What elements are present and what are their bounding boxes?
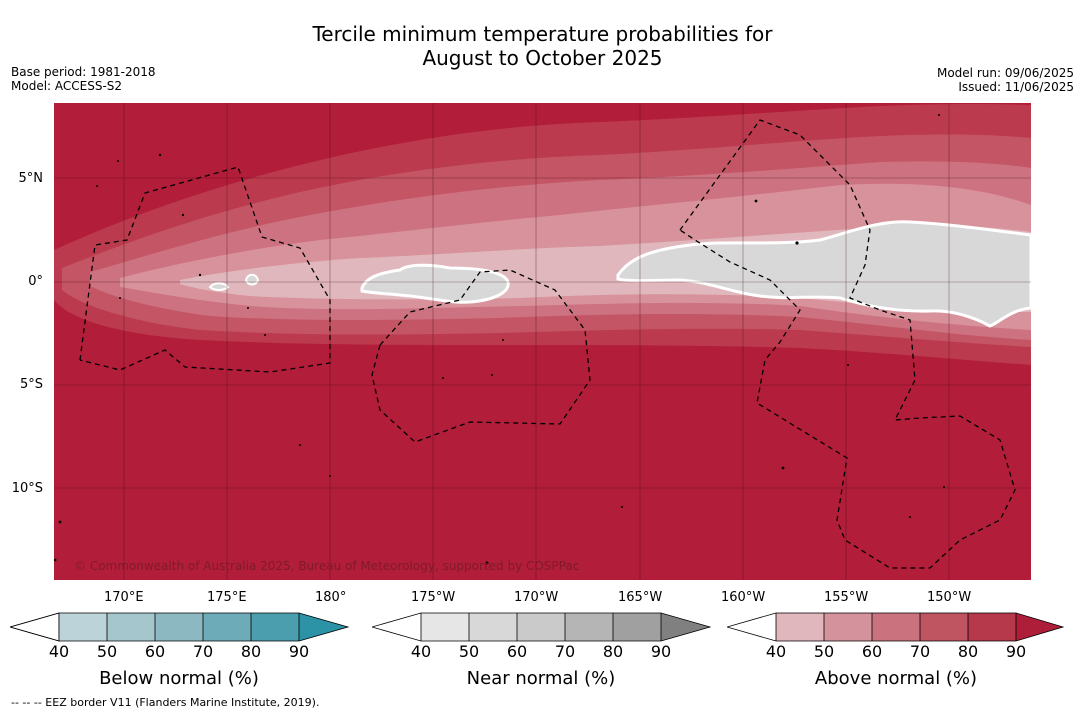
lon-tick-175w: 175°W <box>411 590 456 605</box>
cb-near-extend-low <box>372 613 421 641</box>
cb-below-tick-80: 80 <box>240 642 262 661</box>
eez-borders <box>79 119 1016 569</box>
meta-left: Base period: 1981-2018 Model: ACCESS-S2 <box>11 65 156 93</box>
cb-near-seg-5 <box>613 613 661 641</box>
cb-near-seg-1 <box>421 613 469 641</box>
colorbar-below-normal <box>10 612 350 642</box>
lon-tick-155w: 155°W <box>824 590 869 605</box>
cb-below-extend-low <box>10 612 60 642</box>
cb-above-label: Above normal (%) <box>814 668 978 689</box>
lat-tick-0: 0° <box>28 274 43 289</box>
model-name: Model: ACCESS-S2 <box>11 79 123 93</box>
islands <box>54 114 945 565</box>
cb-above-tick-40: 40 <box>765 642 787 661</box>
cb-above-tick-50: 50 <box>813 642 835 661</box>
lon-tick-175e: 175°E <box>207 590 247 605</box>
cb-below-tick-40: 40 <box>48 642 70 661</box>
cb-below-tick-50: 50 <box>96 642 118 661</box>
lon-tick-180: 180° <box>315 590 347 605</box>
title-line-1: Tercile minimum temperature probabilitie… <box>312 22 773 46</box>
eez-border-kiribati-phoenix <box>371 269 591 443</box>
cb-near-label: Near normal (%) <box>466 668 616 689</box>
cb-near-tick-40: 40 <box>410 642 432 661</box>
cb-below-seg-2 <box>107 613 155 641</box>
cb-above-extend-low <box>727 613 776 641</box>
cb-below-seg-3 <box>155 613 203 641</box>
lon-tick-165w: 165°W <box>618 590 663 605</box>
cb-near-tick-90: 90 <box>650 642 672 661</box>
meta-right: Model run: 09/06/2025 Issued: 11/06/2025 <box>937 66 1074 94</box>
cb-below-tick-70: 70 <box>192 642 214 661</box>
lat-tick-5n: 5°N <box>18 171 44 186</box>
cb-above-tick-90: 90 <box>1005 642 1027 661</box>
cb-near-seg-2 <box>469 613 517 641</box>
cb-near-extend-high <box>661 613 710 641</box>
cb-below-tick-90: 90 <box>288 642 310 661</box>
lon-tick-170w: 170°W <box>514 590 559 605</box>
cb-below-seg-4 <box>203 613 251 641</box>
cb-above-seg-2 <box>824 613 872 641</box>
cb-above-seg-3 <box>872 613 920 641</box>
near-normal-dot-2 <box>244 273 260 286</box>
lon-tick-170e: 170°E <box>104 590 144 605</box>
map-title: Tercile minimum temperature probabilitie… <box>0 22 1085 70</box>
cb-near-tick-70: 70 <box>554 642 576 661</box>
cb-near-tick-60: 60 <box>506 642 528 661</box>
cb-below-label: Below normal (%) <box>99 668 259 689</box>
eez-legend-note: -- -- -- EEZ border V11 (Flanders Marine… <box>11 696 320 709</box>
lat-tick-10s: 10°S <box>11 481 43 496</box>
cb-below-seg-1 <box>59 613 107 641</box>
cb-near-seg-4 <box>565 613 613 641</box>
colorbar-above-normal <box>727 612 1065 642</box>
cb-above-tick-80: 80 <box>957 642 979 661</box>
issued-date: Issued: 11/06/2025 <box>958 80 1074 94</box>
cb-near-tick-50: 50 <box>458 642 480 661</box>
colorbar-near-normal <box>372 612 712 642</box>
eez-border-kiribati-gilbert <box>79 166 331 373</box>
model-run: Model run: 09/06/2025 <box>936 66 1074 80</box>
lon-tick-160w: 160°W <box>721 590 766 605</box>
cb-above-extend-high <box>1016 613 1063 641</box>
base-period: Base period: 1981-2018 <box>11 65 156 79</box>
near-normal-dot-1 <box>208 282 230 291</box>
cb-above-seg-1 <box>776 613 824 641</box>
cb-above-tick-70: 70 <box>909 642 931 661</box>
lon-tick-150w: 150°W <box>927 590 972 605</box>
cb-near-seg-3 <box>517 613 565 641</box>
eez-border-kiribati-line <box>679 119 1016 569</box>
cb-above-seg-5 <box>968 613 1016 641</box>
title-line-2: August to October 2025 <box>422 46 663 70</box>
cb-near-tick-80: 80 <box>602 642 624 661</box>
lat-tick-5s: 5°S <box>19 377 43 392</box>
cb-above-seg-4 <box>920 613 968 641</box>
cb-above-tick-60: 60 <box>861 642 883 661</box>
cb-below-extend-high <box>299 613 348 641</box>
copyright-notice: © Commonwealth of Australia 2025, Bureau… <box>74 559 580 573</box>
probability-field <box>54 103 1031 580</box>
gridlines <box>54 103 1031 580</box>
cb-below-tick-60: 60 <box>144 642 166 661</box>
cb-below-seg-5 <box>251 613 299 641</box>
